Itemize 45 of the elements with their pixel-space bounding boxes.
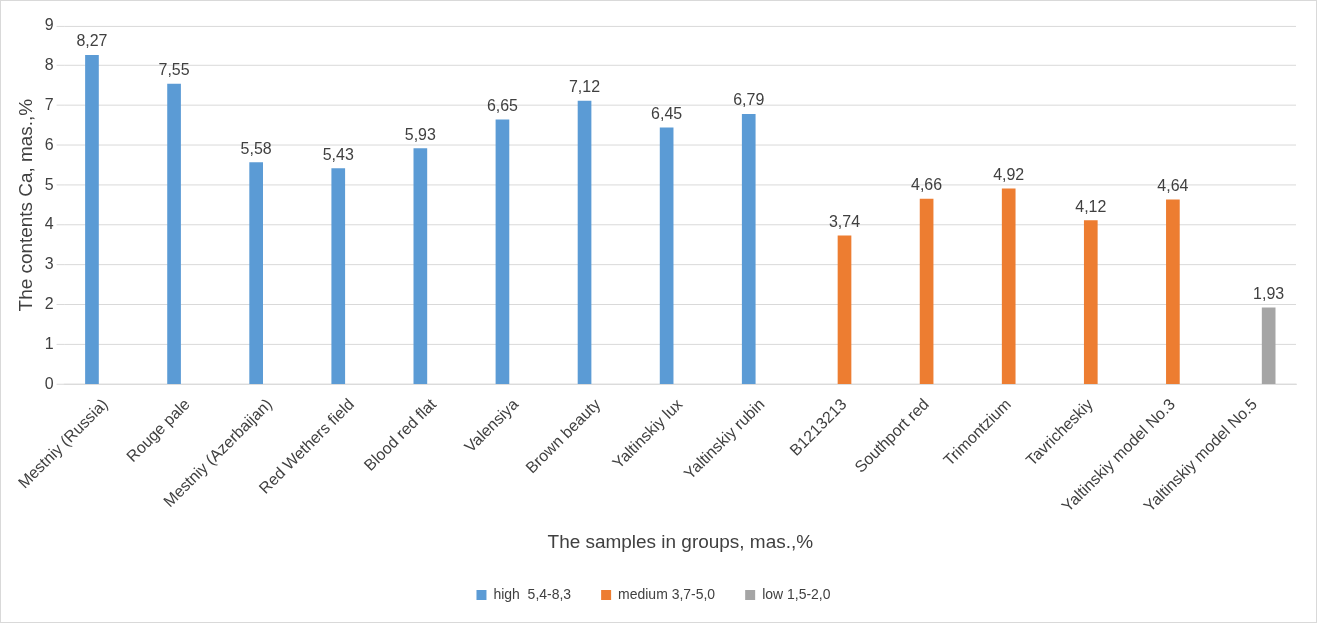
bar [1001, 188, 1016, 384]
data-label: 8,27 [76, 32, 108, 50]
bar [249, 162, 263, 384]
data-label: 6,79 [733, 91, 765, 109]
data-label: 4,66 [911, 176, 943, 194]
y-tick-label: 9 [44, 16, 54, 34]
x-axis-title: The samples in groups, mas.,% [547, 531, 814, 553]
data-label: 7,12 [568, 78, 601, 96]
data-label: 4,92 [993, 165, 1025, 183]
bar [331, 168, 346, 384]
legend-label: high 5,4-8,3 [493, 585, 572, 602]
data-label: 1,93 [1253, 285, 1285, 302]
bar [659, 127, 674, 384]
y-tick-label: 1 [44, 335, 54, 352]
bar [1166, 199, 1180, 384]
bar [167, 83, 181, 384]
bar [85, 55, 99, 384]
data-label: 4,12 [1075, 197, 1107, 215]
y-tick-label: 0 [44, 374, 54, 392]
bar [577, 100, 592, 384]
legend-label: low 1,5-2,0 [762, 585, 831, 602]
data-label: 3,74 [828, 212, 861, 230]
bar [741, 113, 756, 384]
y-tick-label: 7 [44, 96, 54, 113]
bar [495, 119, 510, 384]
y-tick-label: 2 [44, 295, 54, 313]
legend-label: medium 3,7-5,0 [618, 585, 716, 602]
data-label: 6,65 [486, 96, 519, 114]
y-tick-label: 8 [44, 56, 54, 74]
data-label: 5,43 [322, 145, 354, 163]
y-tick-label: 4 [44, 215, 54, 233]
data-label: 7,55 [158, 61, 190, 79]
data-label: 5,58 [240, 139, 272, 157]
y-tick-label: 5 [44, 175, 54, 193]
y-tick-label: 3 [44, 255, 54, 273]
bar [1261, 307, 1276, 384]
y-axis-title: The contents Ca, mas.,% [14, 98, 36, 312]
bar [837, 235, 852, 384]
data-label: 4,64 [1157, 177, 1189, 195]
bar [413, 148, 428, 384]
data-label: 5,93 [404, 125, 437, 143]
data-label: 6,45 [651, 104, 683, 122]
y-tick-label: 6 [44, 135, 54, 153]
bar [1083, 220, 1098, 384]
bar [919, 198, 934, 384]
